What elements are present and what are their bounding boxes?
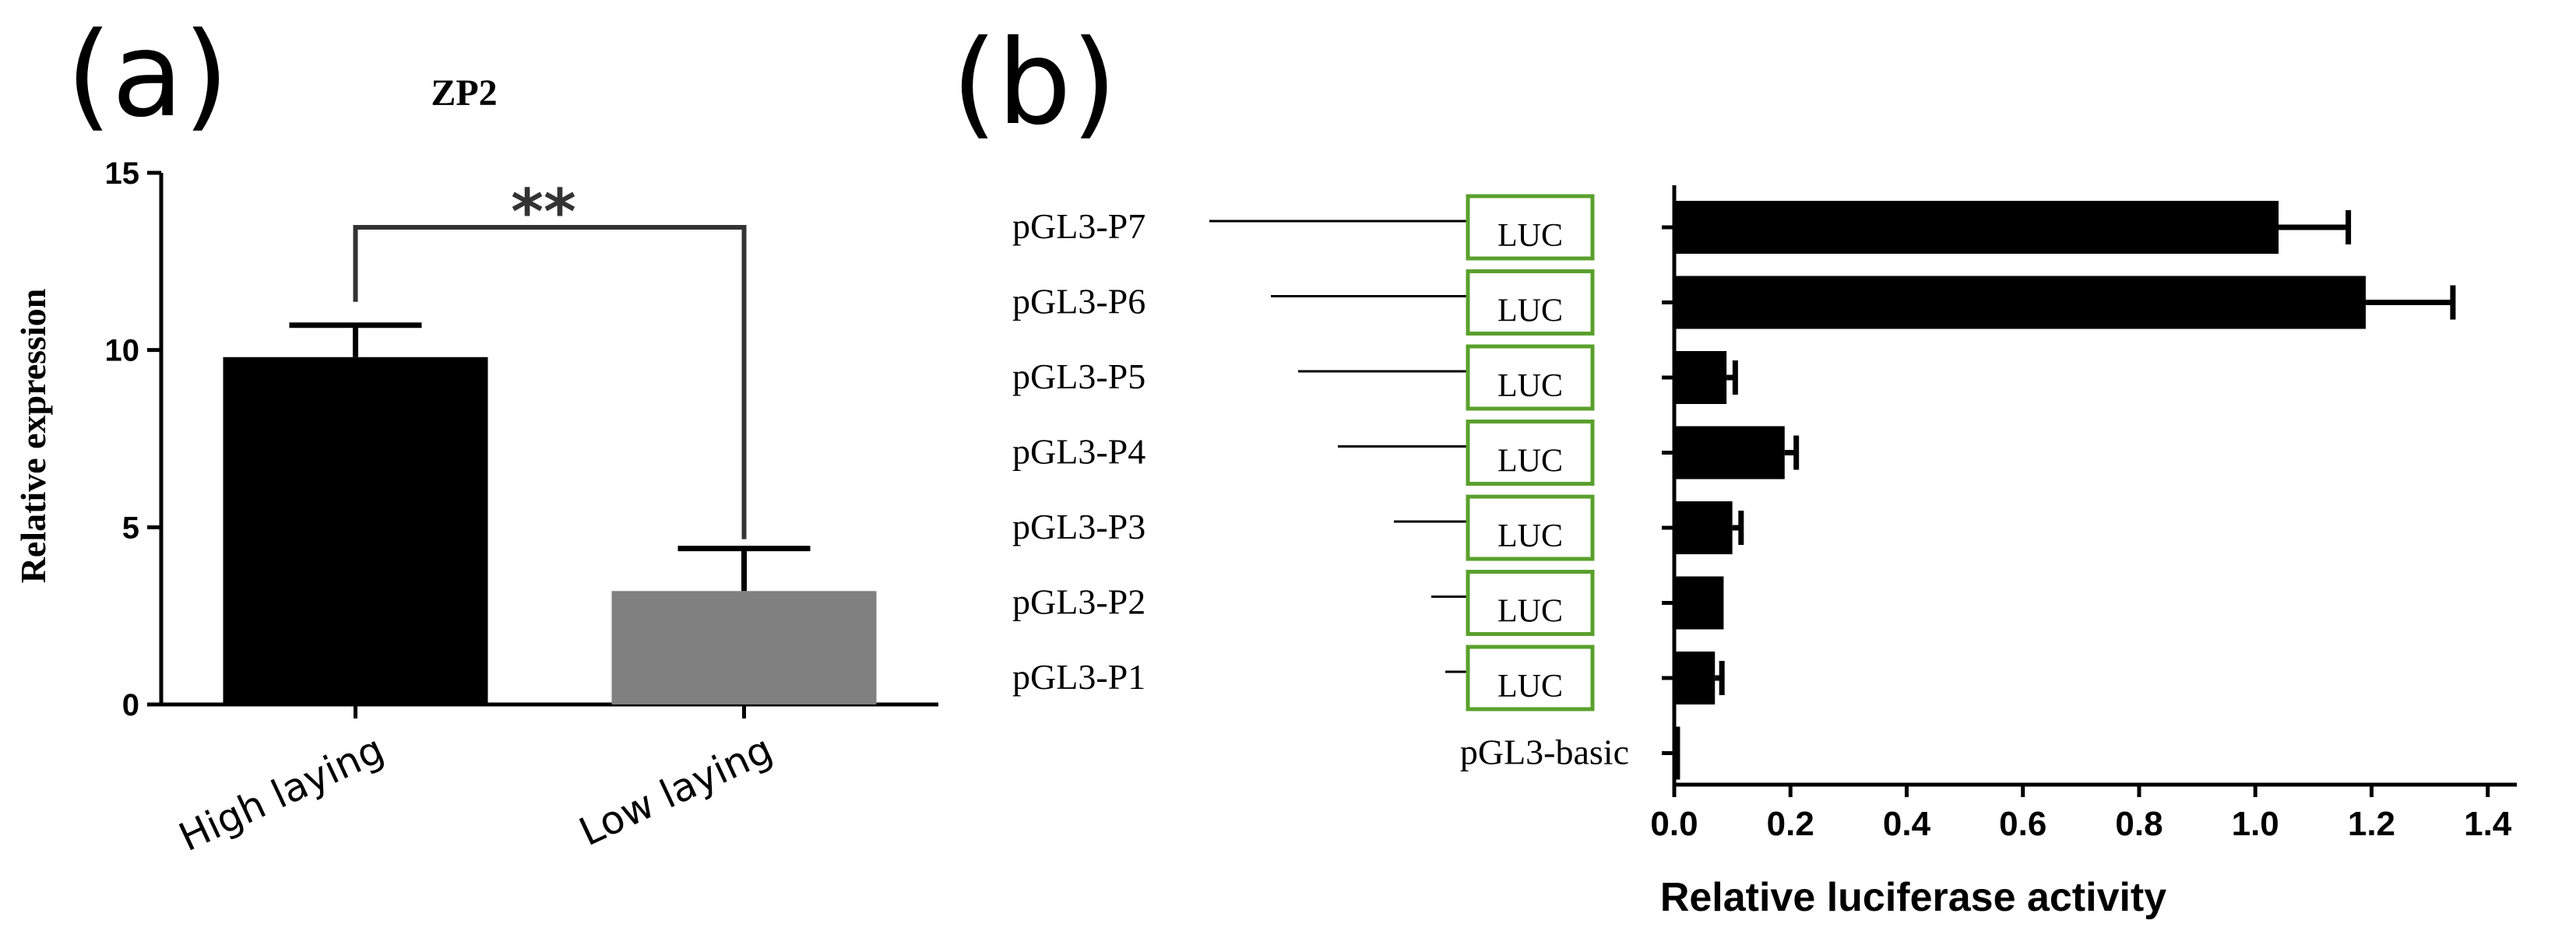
chart-b-bar-5 bbox=[1674, 501, 1733, 554]
luc-label: LUC bbox=[1497, 518, 1563, 554]
luc-box bbox=[1466, 194, 1595, 261]
luc-label: LUC bbox=[1497, 444, 1563, 480]
chart-a-category-label: Low laying bbox=[572, 726, 779, 855]
luc-box bbox=[1466, 494, 1595, 561]
significance-bracket bbox=[353, 225, 747, 539]
construct-label: pGL3-P2 bbox=[1012, 582, 1145, 622]
chart-a-ytick-label: 15 bbox=[105, 156, 140, 191]
chart-a-category-label: High laying bbox=[172, 726, 390, 860]
chart-a: 0 5 10 15 High laying Low laying bbox=[105, 156, 938, 860]
chart-b-bar-4 bbox=[1674, 426, 1785, 480]
construct-label: pGL3-basic bbox=[1460, 732, 1629, 772]
panel-b-label: (b) bbox=[952, 16, 1117, 151]
significance-marker: ** bbox=[511, 176, 576, 248]
chart-b-bar-2 bbox=[1674, 276, 2366, 329]
chart-b-xtick-label: 0.0 bbox=[1650, 805, 1698, 843]
chart-a-title: ZP2 bbox=[431, 72, 497, 114]
luc-box bbox=[1466, 645, 1595, 711]
chart-b-xtick-label: 0.2 bbox=[1767, 805, 1814, 843]
chart-b-xtick-label: 0.8 bbox=[2115, 805, 2163, 843]
luc-label: LUC bbox=[1497, 218, 1563, 254]
construct-label: pGL3-P5 bbox=[1012, 357, 1145, 396]
construct-label: pGL3-P3 bbox=[1012, 507, 1145, 546]
chart-b-bar-6 bbox=[1674, 576, 1724, 630]
chart-b-bar-1 bbox=[1674, 201, 2279, 254]
luc-label: LUC bbox=[1497, 669, 1563, 704]
construct-label: pGL3-P4 bbox=[1012, 432, 1145, 472]
panel-a-label: (a) bbox=[66, 8, 229, 143]
luc-label: LUC bbox=[1497, 368, 1563, 404]
chart-a-ytick-label: 0 bbox=[122, 688, 139, 722]
construct-label: pGL3-P6 bbox=[1012, 282, 1145, 321]
chart-b-xtick-label: 1.4 bbox=[2464, 805, 2512, 843]
chart-a-ylabel: Relative expression bbox=[13, 289, 53, 584]
chart-a-ytick-label: 10 bbox=[105, 334, 140, 368]
luc-box bbox=[1466, 570, 1595, 636]
chart-b-xlabel: Relative luciferase activity bbox=[1660, 875, 2166, 920]
luc-label: LUC bbox=[1497, 293, 1563, 329]
luc-box bbox=[1466, 420, 1595, 486]
chart-a-bar-1 bbox=[223, 357, 488, 704]
chart-b-bar-8 bbox=[1674, 726, 1680, 780]
chart-a-bar-2 bbox=[611, 591, 877, 704]
chart-b-bar-7 bbox=[1674, 652, 1716, 704]
luc-box bbox=[1466, 344, 1595, 411]
chart-b-xtick-label: 1.2 bbox=[2348, 805, 2395, 843]
construct-label: pGL3-P1 bbox=[1012, 657, 1145, 697]
chart-b-xtick-label: 0.6 bbox=[1999, 805, 2046, 843]
chart-b-xtick-label: 1.0 bbox=[2232, 805, 2279, 843]
chart-b-bar-3 bbox=[1674, 351, 1727, 404]
luc-label: LUC bbox=[1497, 594, 1563, 630]
chart-b-xtick-label: 0.4 bbox=[1883, 805, 1931, 843]
chart-b: 0.0 0.2 0.4 0.6 0.8 1.0 1.2 1.4 pGL3-P7 LUC pGL3-P… bbox=[1012, 185, 2517, 843]
chart-a-ytick-label: 5 bbox=[122, 511, 139, 545]
construct-label: pGL3-P7 bbox=[1012, 206, 1145, 246]
luc-box bbox=[1466, 269, 1595, 336]
